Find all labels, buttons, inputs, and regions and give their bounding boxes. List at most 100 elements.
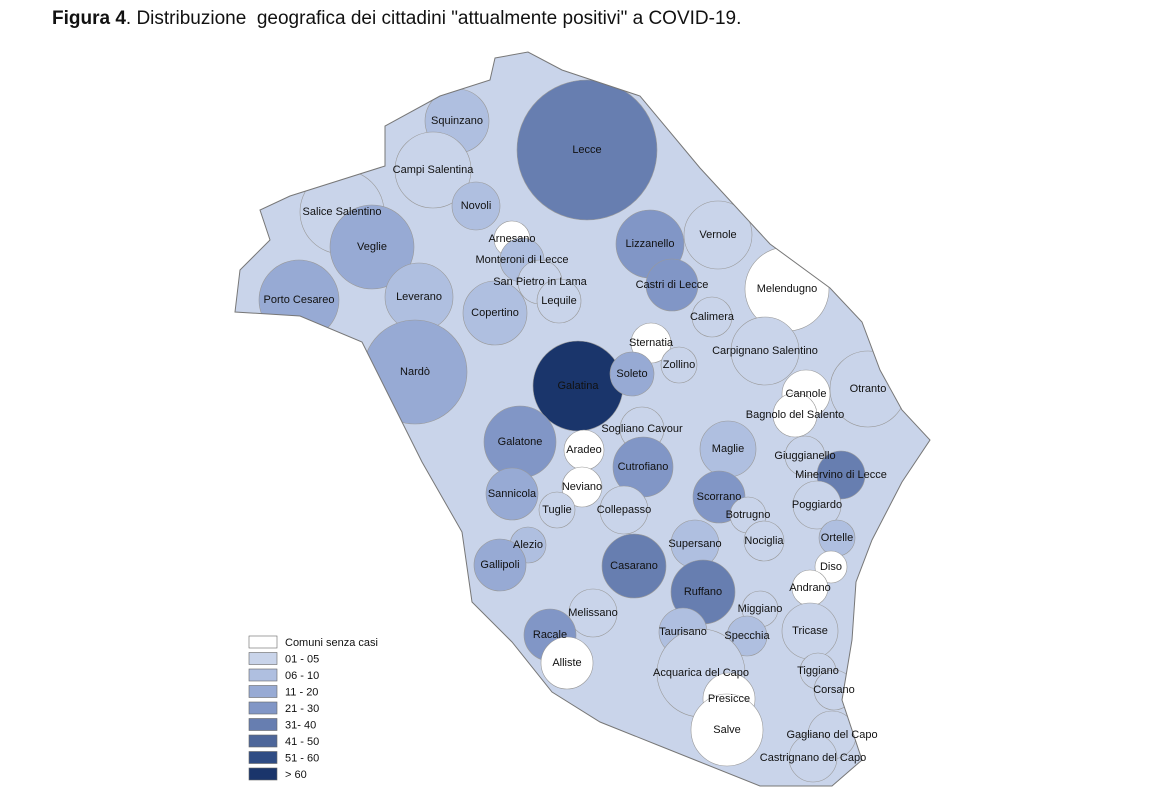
municipality-label: Racale <box>533 629 567 641</box>
municipality-label: Galatina <box>558 380 600 392</box>
municipality-area <box>691 296 733 338</box>
figure-label: Figura 4 <box>52 8 126 29</box>
municipality-area <box>540 636 594 690</box>
municipality-label: Castrignano del Capo <box>760 752 866 764</box>
municipality-label: Lequile <box>541 295 576 307</box>
legend-label: Comuni senza casi <box>285 637 378 649</box>
municipality-label: Cannole <box>786 388 827 400</box>
municipality-label: Copertino <box>471 307 519 319</box>
municipality-area <box>726 615 768 657</box>
legend-label: 11 - 20 <box>285 686 318 698</box>
municipality-label: Arnesano <box>488 233 535 245</box>
municipality-labels: Squinzano Lecce Campi Salentina Novoli Salic… <box>264 115 887 764</box>
municipality-label: Presicce <box>708 693 750 705</box>
legend-swatch <box>248 734 278 748</box>
municipality-area <box>772 392 818 438</box>
municipality-label: Porto Cesareo <box>264 294 335 306</box>
municipality-area <box>485 467 539 521</box>
municipality-label: Melendugno <box>757 283 818 295</box>
municipality-label: Diso <box>820 561 842 573</box>
municipality-label: Cutrofiano <box>618 461 669 473</box>
municipality-area <box>792 480 842 530</box>
municipality-label: Tricase <box>792 625 828 637</box>
municipality-area <box>788 733 838 783</box>
municipality-label: Veglie <box>357 241 387 253</box>
municipality-label: Sogliano Cavour <box>601 423 683 435</box>
municipality-area <box>730 316 800 386</box>
municipality-area <box>645 258 699 312</box>
municipality-label: Ruffano <box>684 586 722 598</box>
municipality-label: Sannicola <box>488 488 537 500</box>
municipality-label: Squinzano <box>431 115 483 127</box>
legend: Comuni senza casi 01 - 05 06 - 10 11 - 20 21… <box>248 635 378 781</box>
municipality-area <box>743 520 785 562</box>
municipality-label: Taurisano <box>659 626 707 638</box>
legend-swatch <box>248 685 278 698</box>
municipality-label: Alliste <box>552 657 581 669</box>
figure-caption: . Distribuzione geografica dei cittadini… <box>125 8 742 29</box>
municipality-area <box>683 200 753 270</box>
municipality-label: Alezio <box>513 539 543 551</box>
legend-swatch <box>248 718 278 731</box>
municipality-label: San Pietro in Lama <box>493 276 587 288</box>
municipality-label: Corsano <box>813 684 855 696</box>
municipality-area <box>609 351 655 397</box>
municipality-area <box>660 346 698 384</box>
municipality-label: Andrano <box>789 582 831 594</box>
municipality-label: Soleto <box>616 368 647 380</box>
municipality-label: Tiggiano <box>797 665 839 677</box>
municipality-label: Botrugno <box>726 509 771 521</box>
municipality-label: Nardò <box>400 366 430 378</box>
municipality-area <box>462 280 528 346</box>
legend-label: 06 - 10 <box>285 670 319 682</box>
municipality-label: Ortelle <box>821 532 853 544</box>
municipality-area <box>329 204 415 290</box>
municipality-label: Minervino di Lecce <box>795 469 887 481</box>
municipality-label: Galatone <box>498 436 543 448</box>
municipality-area <box>690 693 764 767</box>
municipality-label: Sternatia <box>629 337 674 349</box>
municipality-label: Zollino <box>663 359 695 371</box>
land-outline <box>234 51 931 787</box>
municipality-label: Giuggianello <box>774 450 835 462</box>
municipality-area <box>601 533 667 599</box>
municipality-label: Casarano <box>610 560 658 572</box>
municipality-area <box>538 491 576 529</box>
legend-label: 31- 40 <box>285 719 316 731</box>
municipality-area <box>568 588 618 638</box>
municipality-area <box>473 538 527 592</box>
figure-title: Figura 4. Distribuzione geografica dei c… <box>52 8 741 30</box>
municipality-area <box>394 131 472 209</box>
legend-swatch <box>248 652 278 665</box>
municipality-area <box>784 435 826 477</box>
municipality-label: Novoli <box>461 200 492 212</box>
municipality-label: Campi Salentina <box>393 164 475 176</box>
municipality-label: Miggiano <box>738 603 783 615</box>
legend-swatch <box>248 751 278 764</box>
municipality-label: Maglie <box>712 443 744 455</box>
municipality-label: Monteroni di Lecce <box>476 254 569 266</box>
legend-swatch <box>248 767 278 781</box>
legend-swatch <box>248 701 278 715</box>
municipality-area <box>536 278 582 324</box>
legend-label: 01 - 05 <box>285 653 319 665</box>
municipality-label: Specchia <box>724 630 770 642</box>
municipality-label: Poggiardo <box>792 499 842 511</box>
municipality-area <box>561 466 603 508</box>
municipality-label: Nociglia <box>744 535 784 547</box>
legend-label: 41 - 50 <box>285 736 319 748</box>
municipality-label: Aradeo <box>566 444 601 456</box>
municipality-label: Gagliano del Capo <box>786 729 877 741</box>
municipality-label: Bagnolo del Salento <box>746 409 844 421</box>
municipality-area <box>451 181 501 231</box>
municipality-label: Salice Salentino <box>303 206 382 218</box>
municipality-area <box>516 79 658 221</box>
municipality-label: Carpignano Salentino <box>712 345 818 357</box>
municipality-label: Salve <box>713 724 741 736</box>
municipality-label: Gallipoli <box>480 559 519 571</box>
legend-label: 51 - 60 <box>285 752 319 764</box>
municipality-label: Melissano <box>568 607 618 619</box>
municipality-label: Otranto <box>850 383 887 395</box>
municipality-label: Lizzanello <box>626 238 675 250</box>
